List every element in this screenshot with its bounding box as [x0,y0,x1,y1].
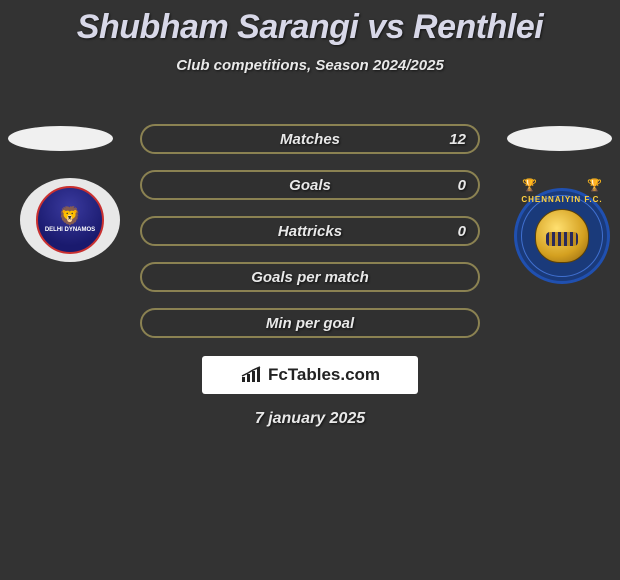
stat-value-right: 12 [449,131,466,148]
player-avatar-right [507,126,612,151]
club-badge-right-circle: CHENNAIYIN F.C. [514,188,610,284]
player-avatar-left [8,126,113,151]
stat-row-matches: Matches 12 [140,124,480,154]
lion-icon: 🦁 [59,207,81,225]
stat-label: Hattricks [278,223,342,240]
stat-label: Goals [289,177,331,194]
chart-icon [240,366,262,384]
stat-row-min-per-goal: Min per goal [140,308,480,338]
stat-label: Matches [280,131,340,148]
club-badge-left-inner: 🦁 DELHI DYNAMOS [36,186,104,254]
club-badge-left: 🦁 DELHI DYNAMOS [20,178,120,262]
trophy-icon: 🏆 [522,178,537,192]
stats-container: Matches 12 Goals 0 Hattricks 0 Goals per… [140,124,480,354]
stat-value-right: 0 [458,223,466,240]
trophy-icon: 🏆 [587,178,602,192]
stat-row-hattricks: Hattricks 0 [140,216,480,246]
stat-row-goals: Goals 0 [140,170,480,200]
stat-row-goals-per-match: Goals per match [140,262,480,292]
stat-label: Min per goal [266,315,354,332]
club-badge-right-text: CHENNAIYIN F.C. [517,195,607,204]
watermark-text: FcTables.com [268,365,380,385]
club-badge-left-text: DELHI DYNAMOS [45,227,95,234]
helmet-icon [535,209,589,263]
date-text: 7 january 2025 [0,410,620,428]
page-title: Shubham Sarangi vs Renthlei [0,0,620,47]
stat-label: Goals per match [251,269,369,286]
watermark: FcTables.com [202,356,418,394]
page-subtitle: Club competitions, Season 2024/2025 [0,57,620,74]
stat-value-right: 0 [458,177,466,194]
club-badge-right: 🏆 🏆 CHENNAIYIN F.C. [512,178,612,292]
